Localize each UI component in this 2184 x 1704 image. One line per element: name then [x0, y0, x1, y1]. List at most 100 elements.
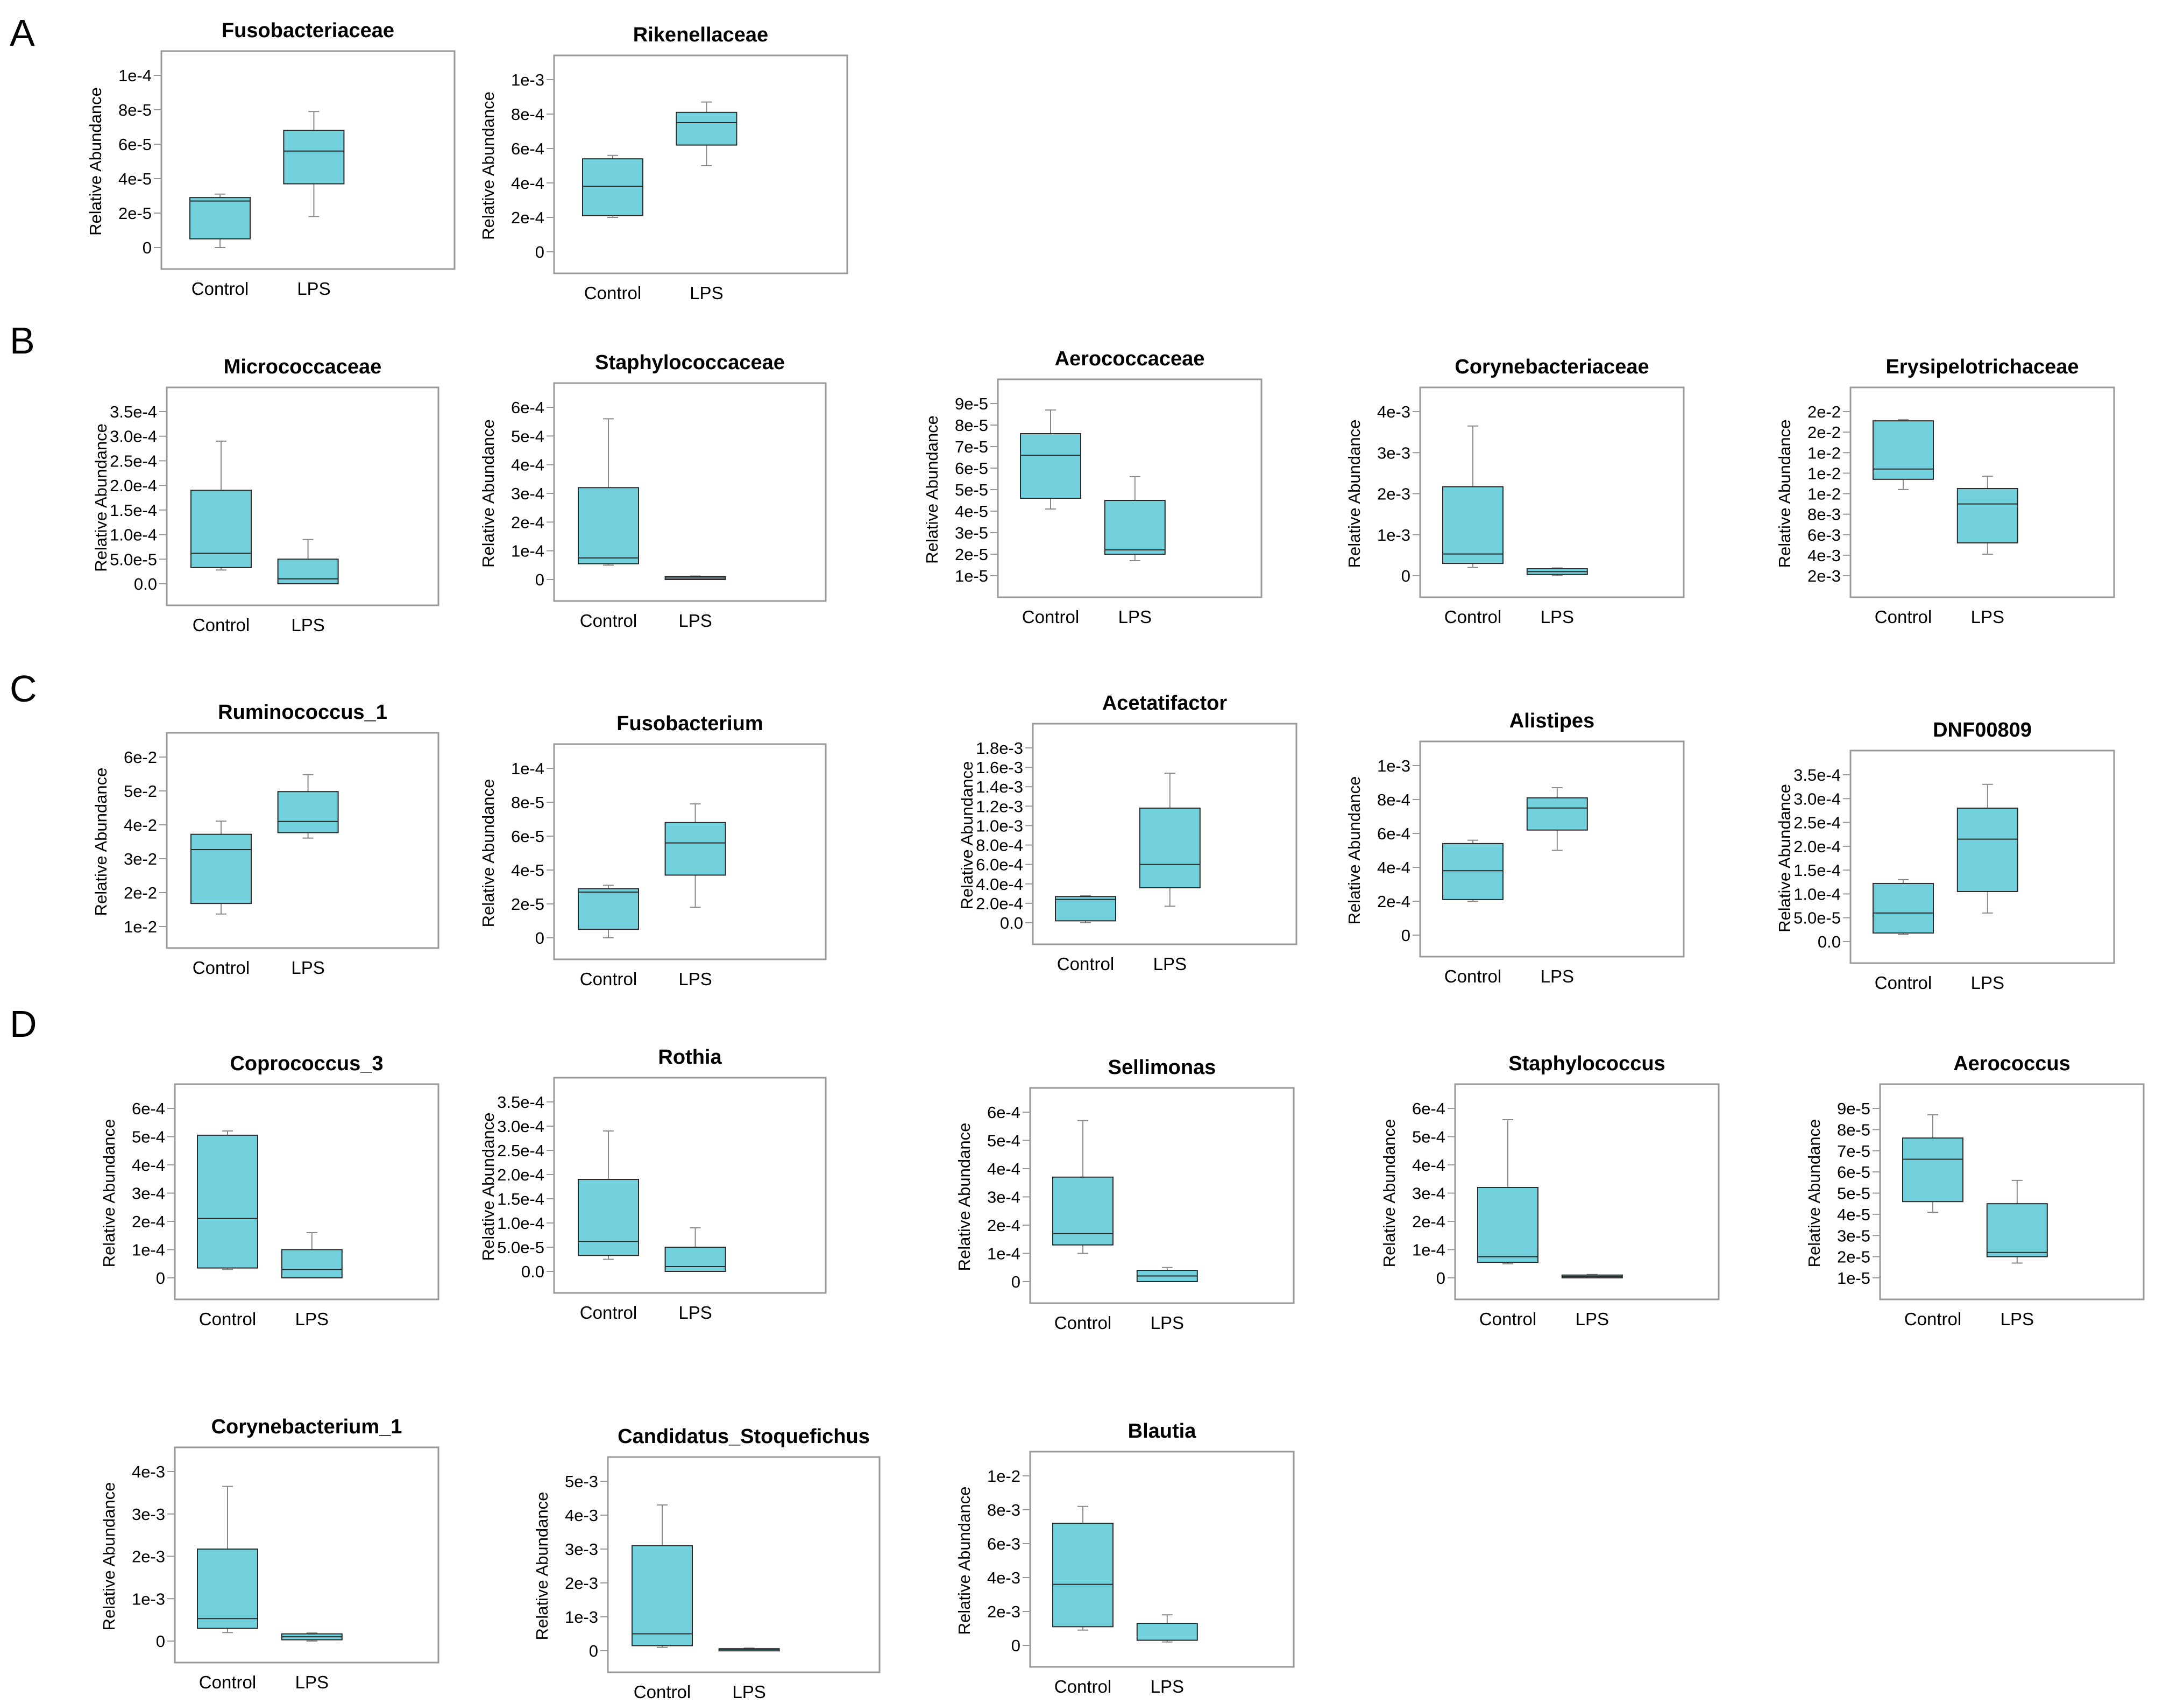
y-tick-label: 1.4e-3 [976, 777, 1023, 796]
chart-title: Candidatus_Stoquefichus [618, 1425, 870, 1448]
y-axis-label: Relative Abundance [1805, 1119, 1824, 1268]
chart-title: Fusobacteriaceae [222, 19, 394, 42]
chart-title: Coprococcus_3 [230, 1052, 383, 1075]
plot-frame [1454, 1083, 1720, 1300]
box-control [632, 1504, 693, 1648]
y-tick-label: 4e-3 [1807, 546, 1841, 565]
y-axis-label: Relative Abundance [1775, 420, 1794, 568]
y-tick-label: 5e-4 [987, 1132, 1020, 1150]
box-control [1902, 1114, 1963, 1213]
y-axis-label: Relative Abundance [1775, 784, 1794, 932]
chart-11: Alistipes Relative Abundance 0 2e-4 4e-4 6e-4… [1345, 710, 1685, 986]
chart-7: Erysipelotrichaceae Relative Abundance 2e-… [1775, 356, 2115, 627]
iqr-box [1020, 433, 1081, 499]
box-lps [277, 539, 339, 585]
y-tick-label: 8e-3 [1807, 505, 1841, 524]
chart-18: Corynebacterium_1 Relative Abundance 0 1e-3… [100, 1416, 439, 1692]
chart-title: Acetatifactor [1102, 692, 1227, 715]
y-tick-label: 8.0e-4 [976, 836, 1023, 855]
plot-frame [997, 378, 1263, 598]
y-tick-label: 2e-2 [124, 883, 157, 902]
y-axis-label: Relative Abundance [955, 1123, 974, 1271]
y-tick-label: 1.2e-3 [976, 797, 1023, 816]
y-tick-label: 4e-2 [124, 816, 157, 835]
y-tick-label: 2.0e-4 [1793, 837, 1841, 856]
y-tick-label: 9e-5 [1837, 1099, 1870, 1118]
box-lps [1136, 1614, 1198, 1643]
iqr-box [1956, 487, 2018, 543]
box-control [197, 1130, 258, 1270]
y-tick-label: 5e-4 [132, 1128, 165, 1147]
box-control [1052, 1120, 1114, 1254]
y-tick-label: 2.0e-4 [497, 1165, 544, 1184]
chart-title: Ruminococcus_1 [218, 701, 387, 724]
box-lps [664, 1227, 726, 1272]
chart-20: Blautia Relative Abundance 0 2e-3 4e-3 6e-3 8e… [955, 1420, 1295, 1696]
y-tick-label: 3.5e-4 [497, 1093, 544, 1112]
panel-label-b: B [10, 320, 35, 362]
y-tick-label: 1.5e-4 [497, 1190, 544, 1208]
y-tick-label: 1.0e-4 [110, 526, 157, 545]
x-tick-label: Control [1057, 954, 1114, 974]
y-tick-label: 1e-2 [1807, 443, 1841, 462]
box-control [578, 885, 639, 938]
iqr-box [578, 888, 639, 930]
iqr-box [1052, 1176, 1114, 1246]
iqr-box [1104, 500, 1166, 555]
y-tick-label: 0 [1011, 1272, 1020, 1291]
x-tick-label: Control [580, 611, 637, 631]
iqr-box [190, 490, 252, 568]
plot-frame [553, 54, 848, 274]
y-tick-label: 6e-4 [1377, 824, 1410, 843]
y-tick-label: 0 [1011, 1636, 1020, 1655]
iqr-box [1055, 896, 1116, 922]
y-tick-label: 1e-4 [1412, 1241, 1445, 1260]
y-tick-label: 1e-3 [565, 1608, 598, 1627]
box-control [1873, 419, 1934, 490]
box-lps [1526, 567, 1588, 576]
x-tick-label: Control [1479, 1309, 1536, 1329]
box-control [578, 1130, 639, 1260]
x-tick-label: Control [580, 1303, 637, 1323]
y-tick-label: 1e-3 [132, 1589, 165, 1608]
box-control [1055, 895, 1116, 923]
iqr-box [1873, 420, 1934, 480]
x-tick-label: LPS [291, 615, 324, 635]
y-tick-label: 0 [156, 1269, 165, 1288]
chart-1: Fusobacteriaceae Relative Abundance 0 2e-5 4… [86, 19, 456, 299]
box-lps [718, 1647, 780, 1652]
chart-title: Rikenellaceae [633, 24, 768, 46]
chart-title: Aerococcaceae [1055, 348, 1205, 370]
y-tick-label: 5e-5 [1837, 1184, 1870, 1203]
y-tick-label: 1.5e-4 [1793, 861, 1841, 880]
x-tick-label: Control [584, 283, 641, 303]
chart-title: Staphylococcus [1508, 1052, 1665, 1075]
y-tick-label: 2e-4 [1412, 1212, 1445, 1231]
y-tick-label: 8e-3 [987, 1501, 1020, 1519]
y-tick-label: 5.0e-5 [497, 1238, 544, 1257]
iqr-box [1136, 1623, 1198, 1641]
x-tick-label: Control [193, 615, 250, 635]
y-tick-label: 8e-5 [511, 793, 544, 812]
box-control [1442, 839, 1504, 902]
y-axis-label: Relative Abundance [100, 1119, 118, 1268]
x-tick-label: Control [193, 958, 250, 978]
y-tick-label: 0 [535, 929, 544, 948]
y-tick-label: 4e-4 [987, 1159, 1020, 1178]
x-tick-label: LPS [295, 1309, 329, 1329]
iqr-box [281, 1249, 343, 1278]
y-tick-label: 2.0e-4 [110, 476, 157, 495]
y-tick-label: 2e-2 [1807, 402, 1841, 421]
chart-title: Blautia [1128, 1420, 1197, 1443]
chart-8: Ruminococcus_1 Relative Abundance 1e-2 2e-2… [91, 701, 439, 978]
iqr-box [582, 158, 643, 216]
y-tick-label: 0 [535, 243, 544, 261]
y-tick-label: 3e-5 [955, 524, 988, 542]
box-control [197, 1486, 258, 1634]
y-tick-label: 6e-3 [987, 1535, 1020, 1553]
x-tick-label: Control [1054, 1313, 1111, 1333]
iqr-box [1052, 1523, 1114, 1628]
y-axis-label: Relative Abundance [91, 768, 110, 916]
y-tick-label: 8e-5 [955, 416, 988, 435]
